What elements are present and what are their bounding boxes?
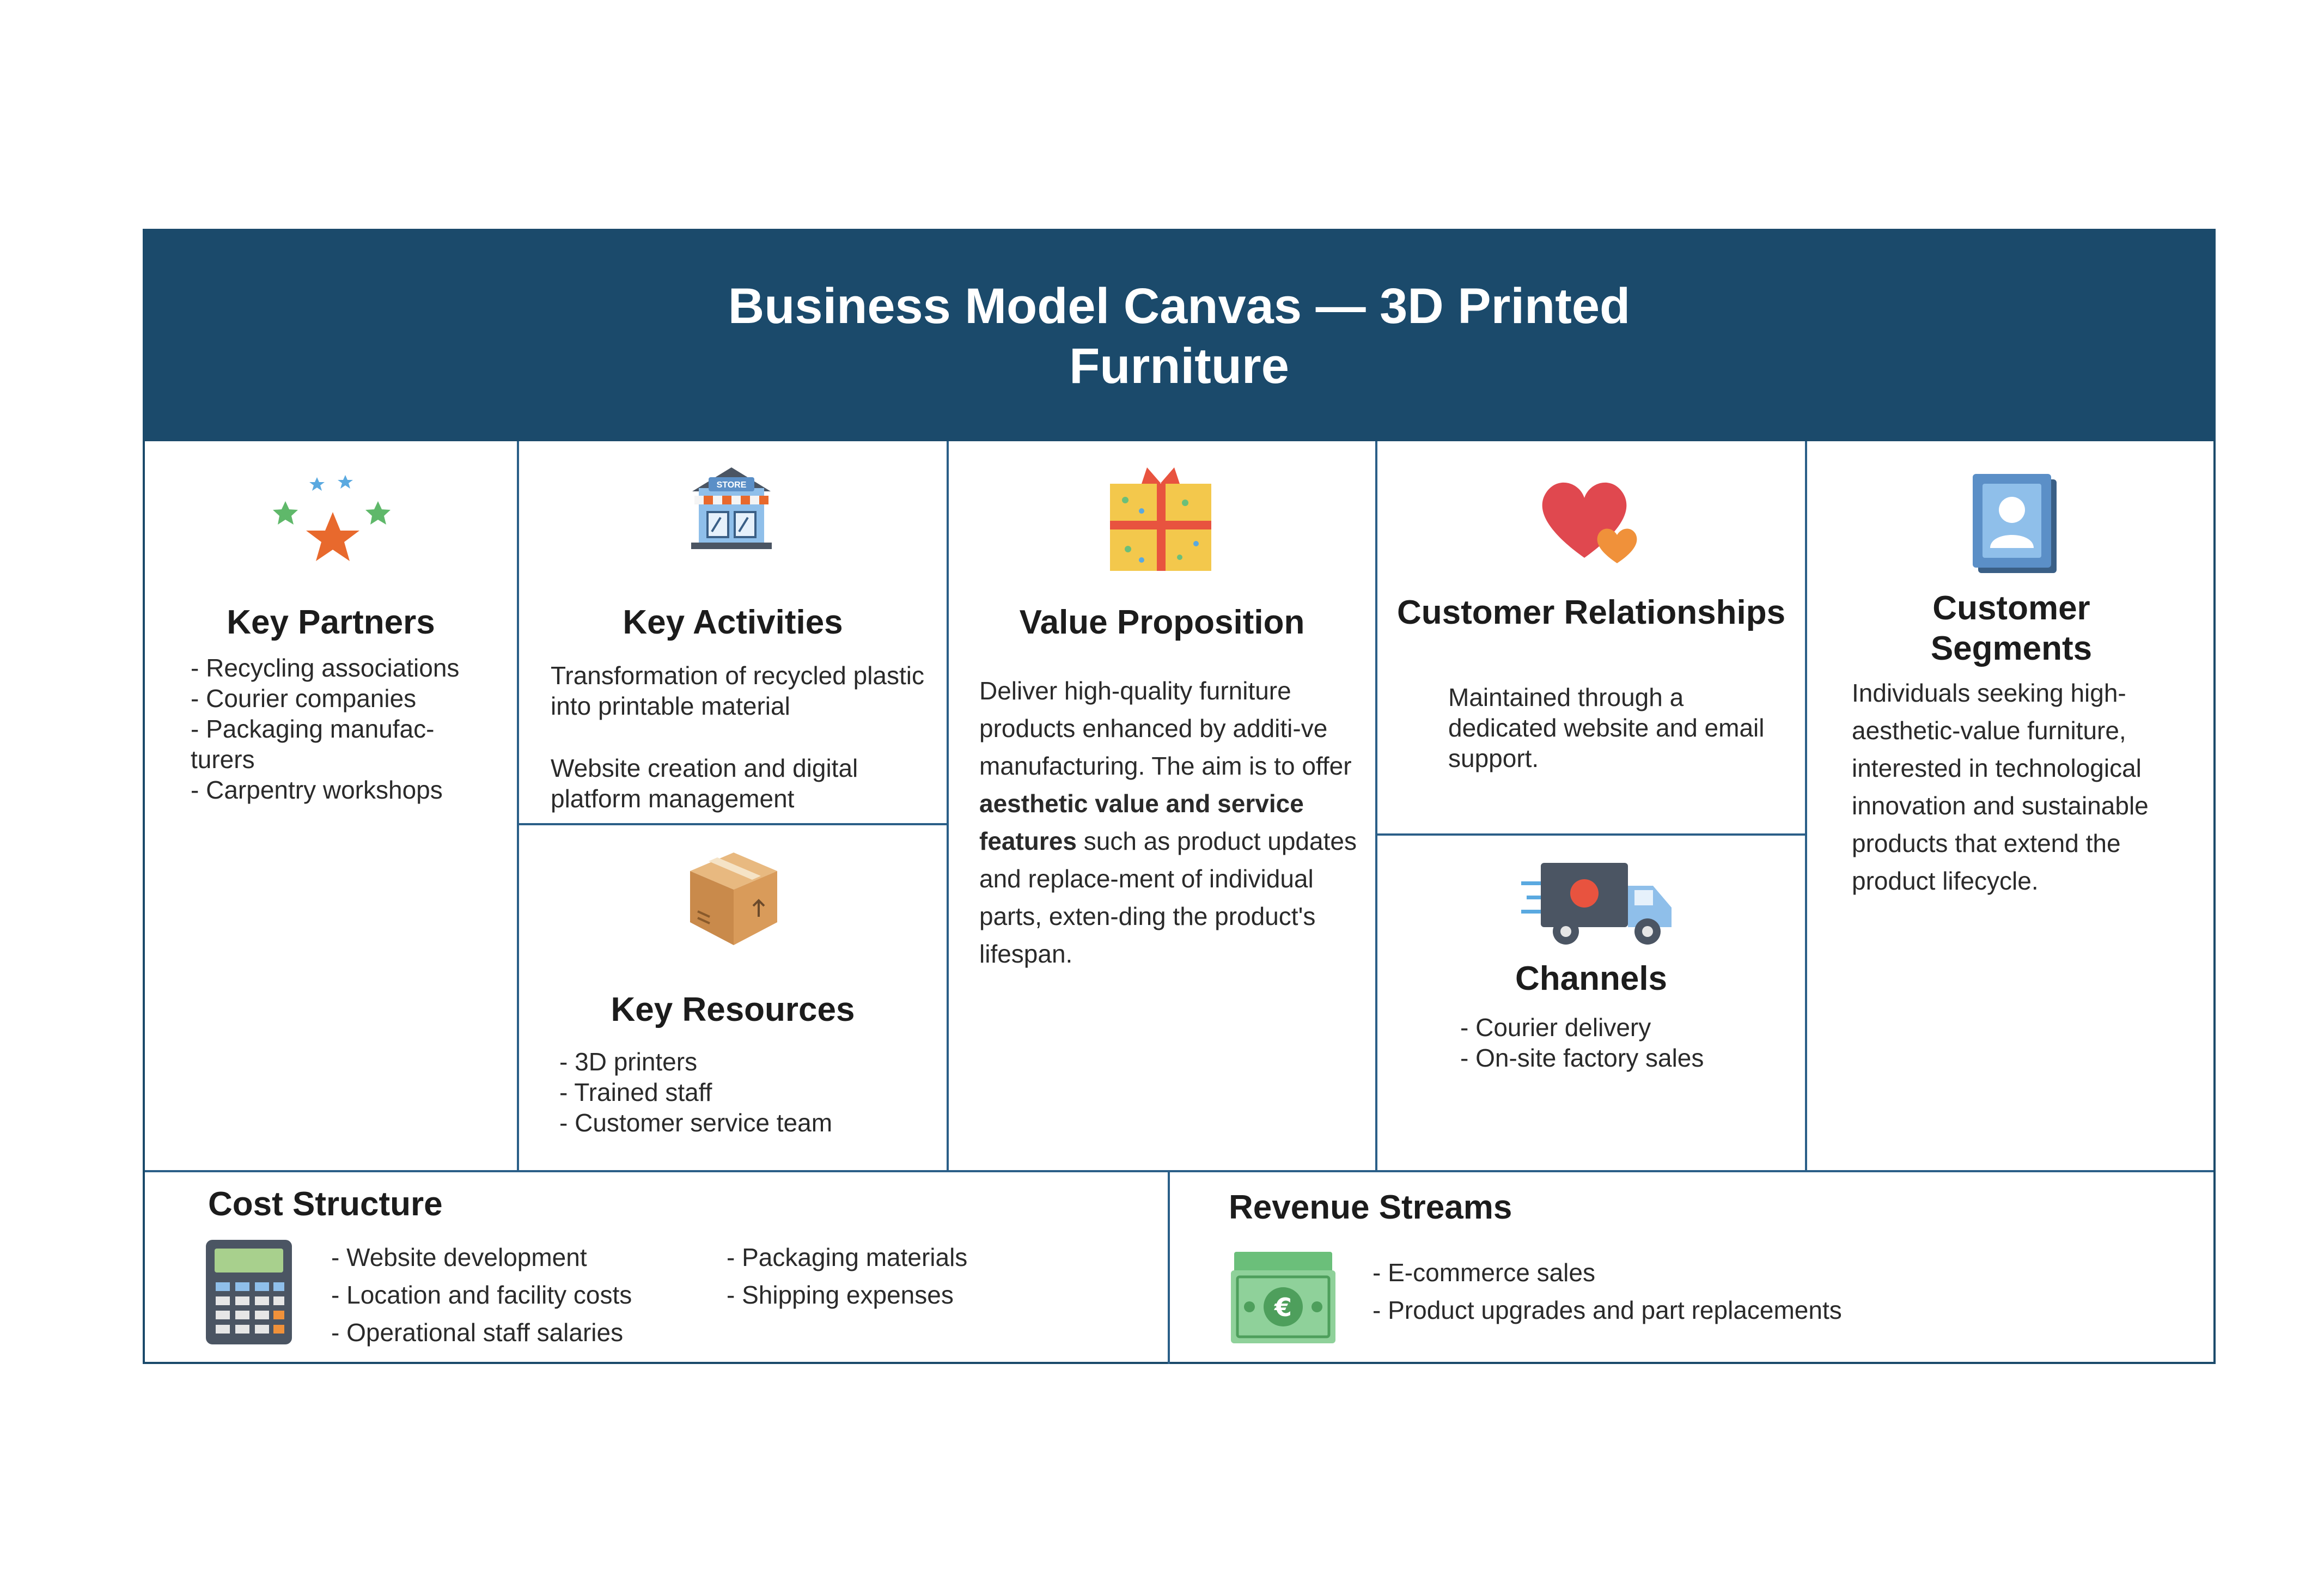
list-item: Customer service team [559, 1107, 930, 1138]
list-item: Trained staff [559, 1077, 930, 1107]
list-item: Operational staff salaries [331, 1314, 702, 1351]
divider [517, 441, 519, 1172]
revenue-streams-section: Revenue Streams € E-commerce sales Produ… [1170, 1172, 2216, 1364]
value-proposition-text-1: Deliver high-quality furniture products … [979, 677, 1352, 780]
key-activities-text: Website creation and digital platform ma… [551, 754, 858, 813]
customer-relationships-title: Customer Relationships [1396, 594, 1786, 631]
list-item: Shipping expenses [727, 1276, 1097, 1314]
key-partners-list: Recycling associations Courier companies… [191, 653, 496, 805]
divider [1168, 1170, 1170, 1364]
list-item: 3D printers [559, 1046, 930, 1077]
key-activities-section: STORE Key Activities Transformation of r… [519, 443, 947, 823]
divider [517, 823, 949, 825]
calculator-icon [204, 1238, 294, 1347]
channels-title: Channels [1515, 960, 1668, 997]
box-icon [679, 846, 788, 955]
truck-icon [1519, 857, 1677, 950]
customer-relationships-section: Customer Relationships Maintained throug… [1377, 443, 1805, 833]
customer-relationships-text: Maintained through a dedicated website a… [1448, 683, 1765, 772]
contact-book-icon [1971, 472, 2058, 575]
cost-structure-title: Cost Structure [208, 1185, 443, 1223]
cost-structure-section: Cost Structure [145, 1172, 1168, 1364]
list-item: On-site factory sales [1460, 1043, 1787, 1073]
key-activities-title: Key Activities [623, 604, 843, 641]
value-proposition-text: Deliver high-quality furniture products … [979, 672, 1361, 973]
canvas-header: Business Model Canvas — 3D Printed Furni… [145, 231, 2213, 441]
list-item: E-commerce sales [1373, 1254, 2026, 1292]
value-proposition-text-2: such as product updates and replace-ment… [979, 827, 1357, 968]
list-item: Carpentry workshops [191, 775, 496, 805]
list-item: Website development [331, 1239, 702, 1276]
value-proposition-section: Value Proposition Deliver high-quality f… [949, 443, 1375, 1170]
gift-icon [1103, 462, 1218, 576]
key-resources-title: Key Resources [611, 991, 855, 1028]
euro-banknotes-icon: € [1229, 1249, 1338, 1347]
divider [947, 441, 949, 1172]
customer-segments-section: Customer Segments Individuals seeking hi… [1807, 443, 2216, 1170]
store-icon: STORE [677, 464, 786, 573]
list-item: Courier companies [191, 683, 496, 714]
divider [1805, 441, 1807, 1172]
euro-symbol: € [1274, 1293, 1292, 1322]
list-item: Location and facility costs [331, 1276, 702, 1314]
key-activities-text: Transformation of recycled plastic into … [551, 661, 925, 720]
revenue-streams-title: Revenue Streams [1229, 1189, 1512, 1226]
channels-section: Channels Courier delivery On-site factor… [1377, 836, 1805, 1170]
business-model-canvas: Business Model Canvas — 3D Printed Furni… [143, 229, 2216, 1364]
list-item: Courier delivery [1460, 1012, 1787, 1043]
channels-list: Courier delivery On-site factory sales [1460, 1012, 1787, 1073]
list-item: Product upgrades and part replacements [1373, 1292, 2026, 1329]
list-item: Packaging materials [727, 1239, 1097, 1276]
hearts-icon [1535, 476, 1650, 574]
value-proposition-emphasis: aesthetic value and service features [979, 789, 1304, 855]
cost-structure-list-1: Website development Location and facilit… [331, 1239, 702, 1351]
revenue-streams-list: E-commerce sales Product upgrades and pa… [1373, 1254, 2026, 1329]
customer-segments-title: Customer Segments [1930, 589, 2093, 667]
key-resources-list: 3D printers Trained staff Customer servi… [559, 1046, 930, 1138]
list-item: Packaging manufac-turers [191, 714, 496, 775]
key-partners-title: Key Partners [227, 604, 435, 641]
stars-icon [269, 470, 394, 573]
key-partners-section: Key Partners Recycling associations Cour… [145, 443, 517, 1170]
divider [1375, 833, 1807, 836]
customer-segments-text: Individuals seeking high-aesthetic-value… [1852, 679, 2149, 895]
value-proposition-title: Value Proposition [1019, 604, 1305, 641]
cost-structure-list-2: Packaging materials Shipping expenses [727, 1239, 1097, 1314]
key-resources-section: Key Resources 3D printers Trained staff … [519, 825, 947, 1170]
list-item: Recycling associations [191, 653, 496, 683]
page-title: Business Model Canvas — 3D Printed Furni… [728, 278, 1631, 394]
divider [1375, 441, 1377, 1172]
store-sign: STORE [717, 480, 747, 490]
divider [145, 1170, 2213, 1172]
